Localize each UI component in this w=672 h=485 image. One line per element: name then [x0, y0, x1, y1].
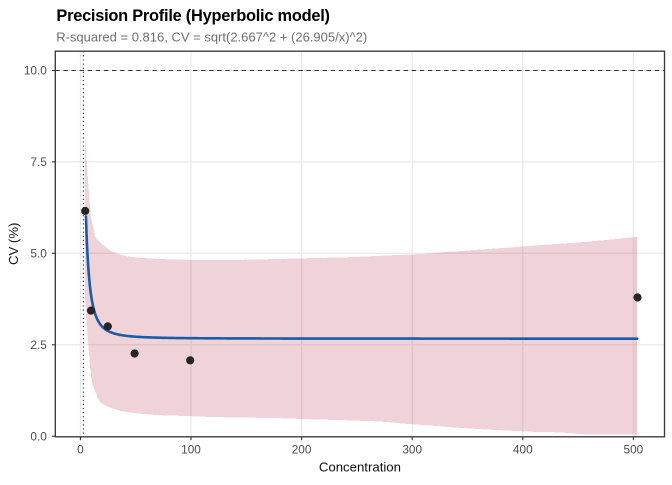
svg-text:10.0: 10.0 [24, 64, 47, 78]
svg-text:5.0: 5.0 [30, 247, 47, 261]
svg-text:0: 0 [77, 443, 84, 457]
svg-text:7.5: 7.5 [30, 155, 47, 169]
svg-text:2.5: 2.5 [30, 338, 47, 352]
svg-text:R-squared = 0.816, CV = sqrt(2: R-squared = 0.816, CV = sqrt(2.667^2 + (… [56, 29, 367, 44]
svg-text:100: 100 [181, 443, 201, 457]
svg-text:500: 500 [624, 443, 644, 457]
svg-text:CV (%): CV (%) [6, 223, 21, 265]
svg-text:200: 200 [292, 443, 312, 457]
svg-text:0.0: 0.0 [30, 429, 47, 443]
svg-text:Concentration: Concentration [319, 459, 401, 474]
svg-text:300: 300 [402, 443, 422, 457]
svg-text:Precision Profile (Hyperbolic: Precision Profile (Hyperbolic model) [56, 7, 329, 25]
svg-text:400: 400 [513, 443, 533, 457]
